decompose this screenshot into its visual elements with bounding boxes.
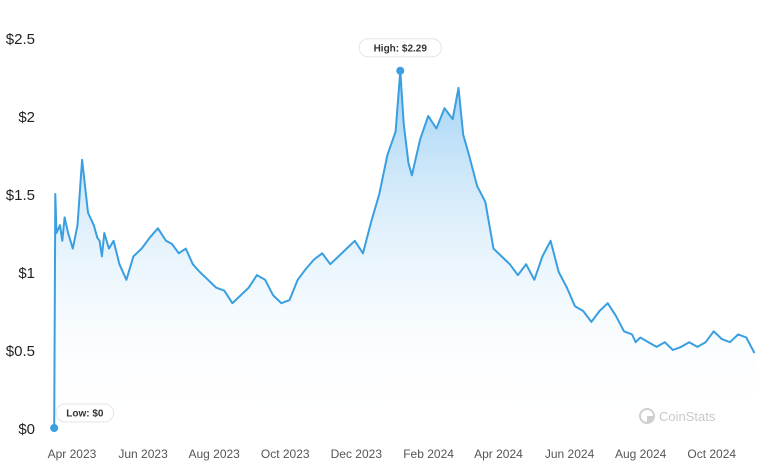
- callout-dot: [396, 66, 405, 75]
- x-axis: Apr 2023 Jun 2023 Aug 2023 Oct 2023 Dec 2023…: [48, 447, 737, 461]
- x-tick-label: Oct 2023: [261, 447, 310, 461]
- x-tick-label: Jun 2024: [545, 447, 595, 461]
- coinstats-logo-icon-cutout: [647, 416, 654, 423]
- x-tick-label: Oct 2024: [687, 447, 736, 461]
- price-area: [54, 70, 755, 429]
- x-tick-label: Apr 2024: [474, 447, 523, 461]
- y-tick-label: $0.5: [6, 343, 35, 360]
- callout-label: High: $2.29: [374, 43, 428, 54]
- callout-label: Low: $0: [66, 409, 104, 420]
- y-tick-label: $0: [18, 421, 35, 438]
- x-tick-label: Jun 2023: [118, 447, 168, 461]
- coinstats-watermark: CoinStats: [639, 408, 716, 424]
- low-callout: Low: $0: [50, 403, 115, 432]
- callout-box: [55, 403, 115, 423]
- annotations: High: $2.29 Low: $0: [50, 38, 442, 432]
- y-tick-label: $2.5: [6, 31, 35, 48]
- y-tick-label: $1.5: [6, 187, 35, 204]
- watermark-text: CoinStats: [659, 409, 716, 424]
- y-axis: $0 $0.5 $1 $1.5 $2 $2.5: [6, 31, 35, 438]
- high-callout: High: $2.29: [358, 38, 442, 75]
- y-tick-label: $2: [18, 109, 35, 126]
- y-tick-label: $1: [18, 265, 35, 282]
- x-tick-label: Dec 2023: [331, 447, 383, 461]
- x-tick-label: Aug 2023: [188, 447, 240, 461]
- callout-dot: [50, 424, 59, 432]
- x-tick-label: Feb 2024: [403, 447, 454, 461]
- x-tick-label: Aug 2024: [615, 447, 667, 461]
- price-line: [53, 69, 756, 429]
- callout-box: [358, 38, 442, 58]
- x-tick-label: Apr 2023: [48, 447, 97, 461]
